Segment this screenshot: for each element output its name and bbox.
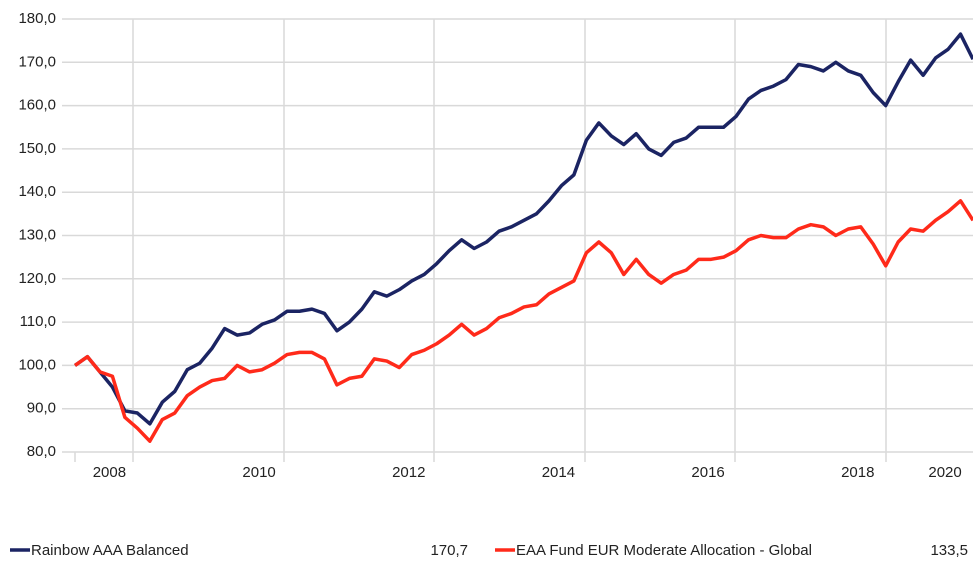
y-tick-label: 120,0	[18, 270, 56, 287]
y-tick-label: 80,0	[27, 443, 56, 460]
y-tick-label: 140,0	[18, 183, 56, 200]
x-tick-label: 2012	[392, 464, 425, 481]
legend-end-value: 170,7	[430, 542, 468, 559]
y-tick-label: 90,0	[27, 400, 56, 417]
legend-label: Rainbow AAA Balanced	[31, 542, 189, 559]
y-tick-label: 170,0	[18, 53, 56, 70]
series-line	[74, 32, 973, 426]
x-tick-label: 2014	[542, 464, 575, 481]
y-tick-label: 130,0	[18, 226, 56, 243]
x-tick-label: 2010	[242, 464, 275, 481]
y-tick-label: 100,0	[18, 356, 56, 373]
y-tick-label: 110,0	[20, 313, 56, 330]
x-tick-label: 2016	[691, 464, 724, 481]
series-line	[74, 199, 973, 443]
y-tick-label: 180,0	[18, 10, 56, 27]
x-tick-label: 2018	[841, 464, 874, 481]
legend-end-value: 133,5	[930, 542, 968, 559]
y-tick-label: 150,0	[18, 140, 56, 157]
x-tick-label: 2008	[93, 464, 126, 481]
x-tick-label: 2020	[928, 464, 961, 481]
vertical-grid	[74, 19, 887, 462]
legend-label: EAA Fund EUR Moderate Allocation - Globa…	[516, 542, 812, 559]
y-tick-label: 160,0	[18, 97, 56, 114]
